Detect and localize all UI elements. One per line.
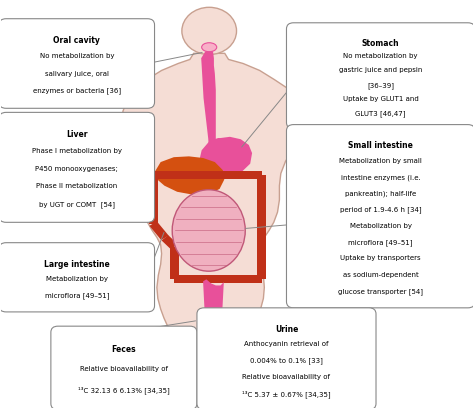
Text: Phase I metabolization by: Phase I metabolization by: [32, 148, 122, 153]
Text: P450 monooxygenases;: P450 monooxygenases;: [36, 165, 118, 171]
Polygon shape: [153, 171, 262, 179]
Ellipse shape: [172, 190, 245, 272]
Polygon shape: [155, 157, 224, 195]
Text: Metabolization by: Metabolization by: [350, 222, 412, 228]
Polygon shape: [201, 52, 216, 148]
Text: Metabolization by: Metabolization by: [46, 275, 108, 281]
Text: salivary juice, oral: salivary juice, oral: [45, 70, 109, 76]
Text: No metabolization by: No metabolization by: [344, 53, 418, 59]
Polygon shape: [257, 175, 266, 280]
Ellipse shape: [201, 44, 217, 53]
Text: Oral cavity: Oral cavity: [54, 36, 100, 45]
Text: Anthocyanin retrieval of: Anthocyanin retrieval of: [244, 340, 329, 346]
Text: Metabolization by small: Metabolization by small: [339, 157, 422, 163]
Text: by UGT or COMT  [54]: by UGT or COMT [54]: [39, 201, 115, 207]
Text: Stomach: Stomach: [362, 38, 400, 47]
FancyBboxPatch shape: [286, 125, 474, 308]
Text: glucose transporter [54]: glucose transporter [54]: [338, 288, 423, 294]
Text: gastric juice and pepsin: gastric juice and pepsin: [339, 67, 422, 73]
Circle shape: [182, 8, 237, 55]
Text: Feces: Feces: [111, 345, 136, 354]
Text: ¹³C 5.37 ± 0.67% [34,35]: ¹³C 5.37 ± 0.67% [34,35]: [242, 389, 331, 397]
Text: Uptake by GLUT1 and: Uptake by GLUT1 and: [343, 96, 419, 102]
Text: microflora [49–51]: microflora [49–51]: [45, 292, 109, 298]
Text: enzymes or bacteria [36]: enzymes or bacteria [36]: [33, 88, 121, 94]
FancyBboxPatch shape: [0, 243, 155, 312]
Text: Liver: Liver: [66, 130, 88, 139]
Text: pankreatin); half-life: pankreatin); half-life: [345, 190, 416, 196]
Polygon shape: [203, 280, 224, 321]
Polygon shape: [149, 222, 169, 240]
Text: [36–39]: [36–39]: [367, 81, 394, 88]
Text: Relative bioavailability of: Relative bioavailability of: [80, 365, 168, 371]
Polygon shape: [170, 247, 179, 280]
FancyBboxPatch shape: [0, 113, 155, 223]
Text: Urine: Urine: [275, 324, 298, 333]
FancyBboxPatch shape: [51, 326, 197, 409]
Text: GLUT3 [46,47]: GLUT3 [46,47]: [356, 110, 406, 117]
Text: No metabolization by: No metabolization by: [39, 53, 114, 59]
Text: Phase II metabolization: Phase II metabolization: [36, 183, 118, 189]
Text: as sodium-dependent: as sodium-dependent: [343, 271, 419, 277]
FancyBboxPatch shape: [286, 24, 474, 129]
FancyBboxPatch shape: [0, 20, 155, 109]
Text: microflora [49–51]: microflora [49–51]: [348, 238, 413, 245]
Text: Small intestine: Small intestine: [348, 141, 413, 150]
Polygon shape: [174, 276, 262, 283]
Polygon shape: [121, 54, 300, 339]
Text: intestine enzymes (i.e.: intestine enzymes (i.e.: [341, 174, 420, 180]
Text: 0.004% to 0.1% [33]: 0.004% to 0.1% [33]: [250, 356, 323, 363]
Polygon shape: [199, 137, 252, 176]
Polygon shape: [148, 175, 158, 224]
Polygon shape: [162, 236, 178, 250]
Text: Relative bioavailability of: Relative bioavailability of: [243, 373, 330, 379]
Text: Large intestine: Large intestine: [44, 259, 109, 268]
Text: ¹³C 32.13 6 6.13% [34,35]: ¹³C 32.13 6 6.13% [34,35]: [78, 385, 170, 393]
Text: Uptake by transporters: Uptake by transporters: [340, 255, 421, 261]
Text: period of 1.9-4.6 h [34]: period of 1.9-4.6 h [34]: [340, 206, 421, 213]
FancyBboxPatch shape: [197, 308, 376, 409]
